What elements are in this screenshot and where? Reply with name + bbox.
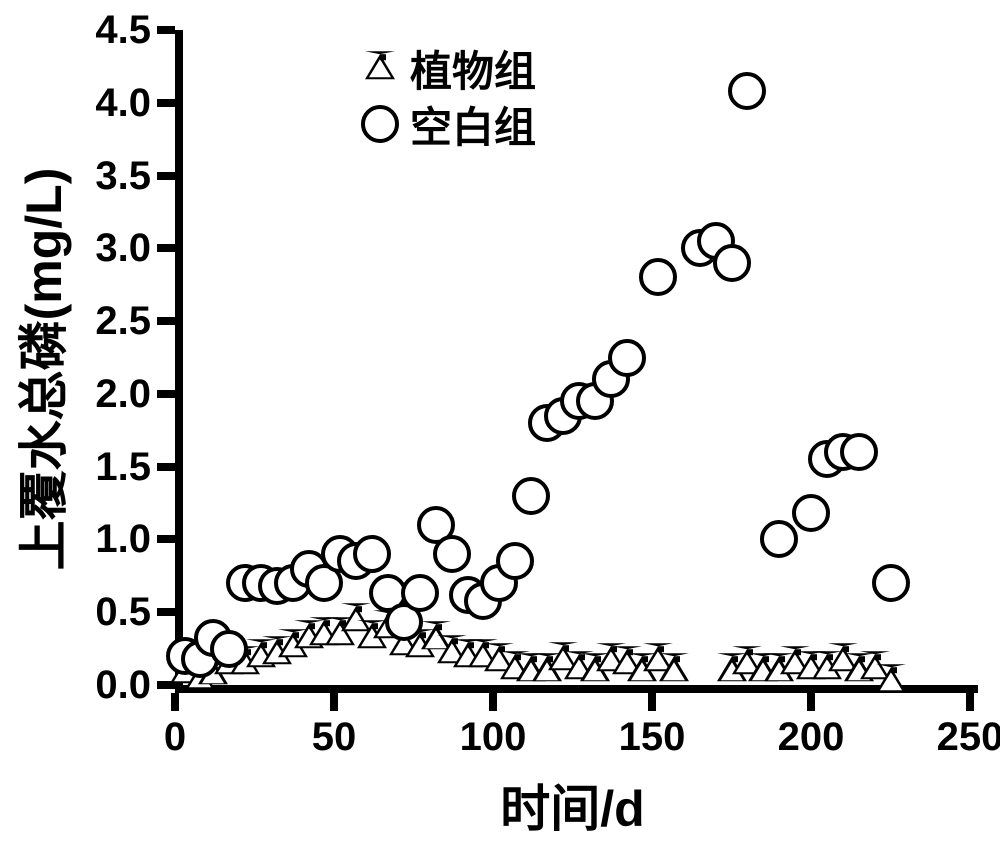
y-tick [157,26,175,34]
legend-label: 植物组 [410,38,536,99]
x-tick-label: 50 [294,717,374,757]
circle-marker [210,630,248,668]
x-tick [966,693,974,711]
triangle-icon [365,51,395,79]
circle-marker [639,258,677,296]
legend-item: 植物组 [350,40,536,96]
y-axis-line [175,30,183,693]
x-tick [171,693,179,711]
y-tick [157,172,175,180]
y-tick-label: 4.0 [95,83,151,123]
phosphorus-scatter-chart: 0.0 0.5 1.0 1.5 2.0 2.5 3.0 3.5 4.0 4.5 0 50 100 150… [0,0,1000,835]
y-tick-label: 3.0 [95,228,151,268]
circle-marker [401,574,439,612]
x-axis-title: 时间/d [473,769,673,841]
y-axis-title: 上覆水总磷(mg/L) [4,119,76,619]
circle-marker [608,339,646,377]
circle-marker [872,564,910,602]
y-tick [157,390,175,398]
y-tick-label: 0.5 [95,592,151,632]
y-tick [157,244,175,252]
circle-marker [840,433,878,471]
y-tick [157,99,175,107]
y-tick [157,463,175,471]
y-tick-label: 0.0 [95,665,151,705]
x-tick-label: 200 [771,717,851,757]
y-tick-label: 4.5 [95,10,151,50]
y-tick-label: 2.0 [95,374,151,414]
x-tick [807,693,815,711]
triangle-marker [659,654,689,682]
x-tick [330,693,338,711]
x-tick-label: 150 [612,717,692,757]
circle-marker [353,535,391,573]
circle-marker [760,520,798,558]
y-tick [157,535,175,543]
circle-marker [496,542,534,580]
circle-marker [713,244,751,282]
circle-marker [728,72,766,110]
legend-label: 空白组 [410,94,536,155]
triangle-marker [876,664,906,692]
x-tick-label: 0 [135,717,215,757]
x-tick [648,693,656,711]
y-tick-label: 1.0 [95,519,151,559]
x-axis-line [175,685,978,693]
circle-marker [433,535,471,573]
y-tick-label: 2.5 [95,301,151,341]
x-tick-label: 250 [930,717,1000,757]
circle-marker [792,494,830,532]
legend-item: 空白组 [350,96,536,152]
x-tick [489,693,497,711]
x-tick-label: 100 [453,717,533,757]
y-tick [157,317,175,325]
circle-marker [512,477,550,515]
y-tick-label: 1.5 [95,447,151,487]
circle-icon [361,105,399,143]
y-tick [157,608,175,616]
y-tick-label: 3.5 [95,156,151,196]
legend: 植物组空白组 [350,40,536,152]
